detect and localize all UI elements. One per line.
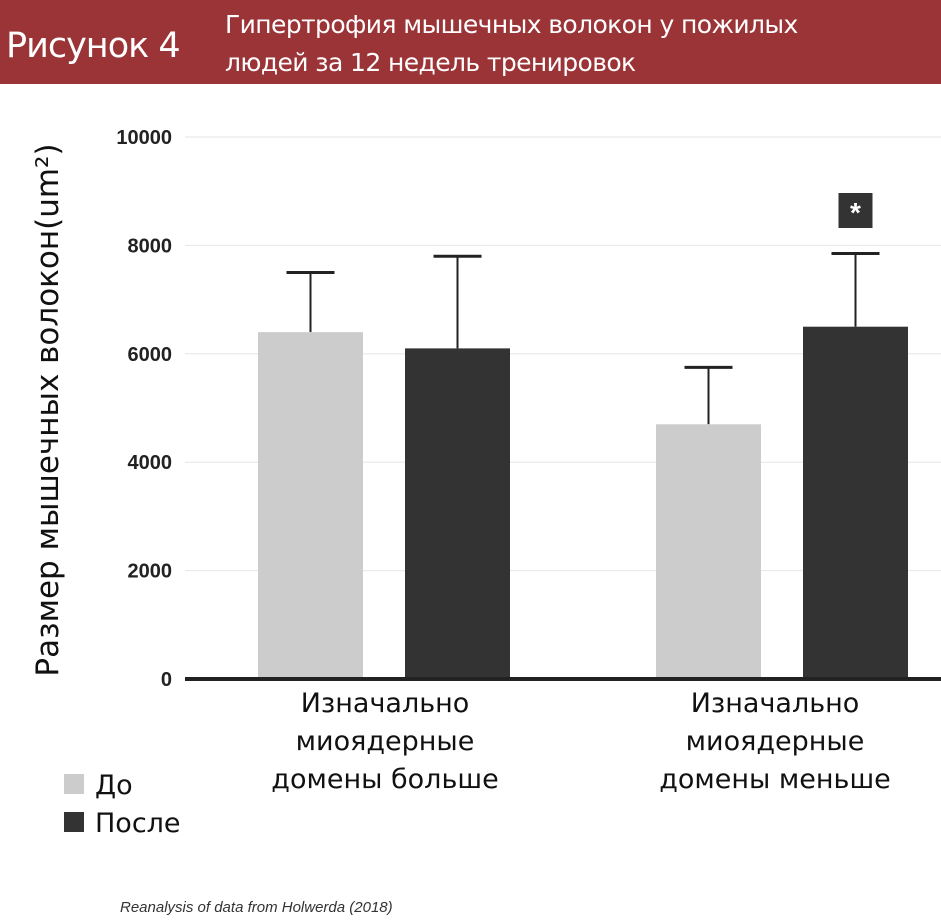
y-axis-label: Размер мышечных волокон(um²): [30, 143, 66, 676]
bar-До-1: [656, 424, 761, 679]
bar-После-1: [803, 326, 908, 679]
x-category-label: миоядерные: [686, 726, 865, 757]
x-category-label: домены меньше: [659, 764, 891, 795]
title-line-2: людей за 12 недель тренировок: [225, 48, 636, 77]
source-note: Reanalysis of data from Holwerda (2018): [120, 899, 393, 916]
title-line-1: Гипертрофия мышечных волокон у пожилых: [225, 10, 798, 39]
significance-marker: *: [850, 197, 861, 228]
x-category-label: домены больше: [271, 764, 498, 795]
y-tick-label: 0: [161, 669, 172, 691]
y-tick-label: 6000: [128, 344, 173, 366]
legend-swatch: [64, 774, 84, 794]
y-tick-label: 2000: [128, 561, 173, 583]
significance-box: [838, 193, 873, 228]
bar-До-0: [258, 332, 363, 679]
y-tick-label: 4000: [128, 452, 173, 474]
figure-header: Рисунок 4 Гипертрофия мышечных волокон у…: [0, 0, 941, 84]
figure-label: Рисунок 4: [6, 26, 181, 66]
y-tick-label: 8000: [128, 235, 173, 257]
bar-После-0: [405, 348, 510, 679]
y-tick-label: 10000: [116, 127, 172, 149]
legend-swatch: [64, 812, 84, 832]
x-category-label: миоядерные: [296, 726, 475, 757]
x-category-label: Изначально: [301, 688, 470, 719]
x-category-label: Изначально: [691, 688, 860, 719]
chart-title: Гипертрофия мышечных волокон у пожилых л…: [225, 6, 798, 82]
legend-label: До: [95, 770, 133, 801]
legend-label: После: [95, 808, 181, 839]
